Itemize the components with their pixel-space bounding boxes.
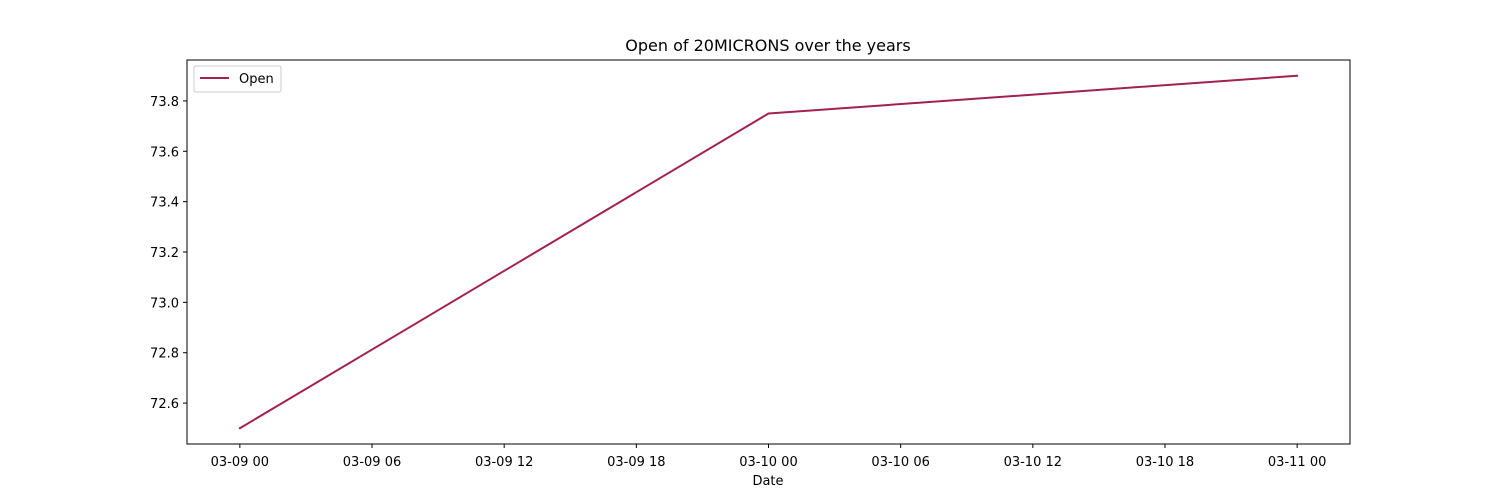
plot-area [187, 60, 1350, 444]
y-tick-label: 72.8 [150, 347, 179, 362]
y-axis: 72.6 72.8 73.0 73.2 73.4 73.6 73.8 [150, 95, 187, 412]
x-axis: 03-09 00 03-09 06 03-09 12 03-09 18 03-10 00… [211, 444, 1326, 470]
x-tick-label: 03-11 00 [1268, 455, 1326, 470]
legend-label-open: Open [239, 72, 274, 87]
data-point [767, 112, 770, 115]
x-tick-label: 03-10 18 [1136, 455, 1194, 470]
x-tick-label: 03-09 06 [343, 455, 401, 470]
x-tick-label: 03-10 12 [1004, 455, 1062, 470]
y-tick-label: 73.4 [150, 196, 179, 211]
y-tick-label: 73.2 [150, 246, 179, 261]
x-tick-label: 03-10 00 [739, 455, 797, 470]
plot-frame [186, 59, 1351, 445]
y-tick-label: 73.6 [150, 145, 179, 160]
chart-title: Open of 20MICRONS over the years [625, 36, 910, 55]
x-axis-label: Date [752, 474, 783, 489]
x-tick-label: 03-10 06 [871, 455, 929, 470]
y-tick-label: 73.0 [150, 296, 179, 311]
y-tick-label: 73.8 [150, 95, 179, 110]
y-tick-label: 72.6 [150, 397, 179, 412]
legend-box [193, 65, 282, 93]
x-tick-label: 03-09 12 [475, 455, 533, 470]
series-layer [238, 74, 1299, 430]
x-tick-label: 03-09 18 [607, 455, 665, 470]
legend: Open [193, 65, 282, 93]
data-point [238, 427, 241, 430]
x-tick-label: 03-09 00 [211, 455, 269, 470]
data-point [1296, 74, 1299, 77]
